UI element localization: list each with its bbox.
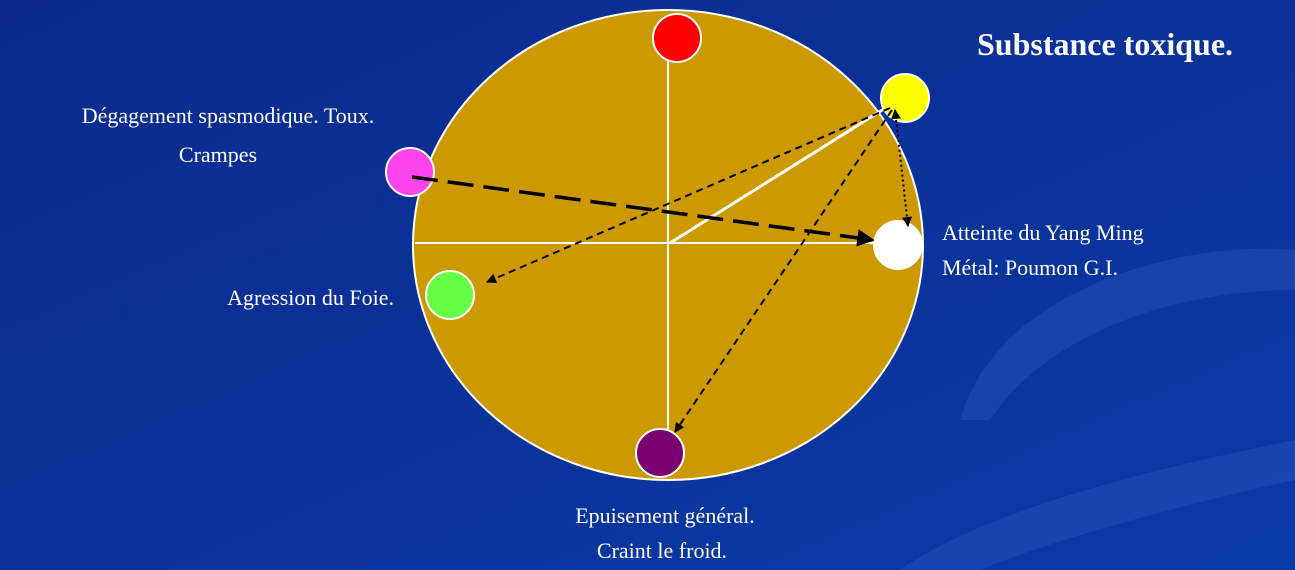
node-purple <box>635 428 685 478</box>
arrow <box>486 107 891 284</box>
swoosh <box>960 248 1295 420</box>
swoosh <box>900 440 1295 570</box>
node-red <box>652 13 702 63</box>
axis-line <box>669 100 896 245</box>
arrow <box>674 109 893 433</box>
arrow <box>411 175 875 247</box>
node-green <box>425 270 475 320</box>
label: Crampes <box>179 142 257 167</box>
label: Métal: Poumon G.I. <box>942 255 1118 280</box>
title: Substance toxique. <box>977 26 1233 62</box>
label: Epuisement général. <box>575 503 755 528</box>
node-white <box>873 220 923 270</box>
label: Agression du Foie. <box>227 285 394 310</box>
label: Craint le froid. <box>597 538 727 563</box>
label: Dégagement spasmodique. Toux. <box>82 103 375 128</box>
node-magenta <box>385 147 435 197</box>
label: Atteinte du Yang Ming <box>942 220 1144 245</box>
